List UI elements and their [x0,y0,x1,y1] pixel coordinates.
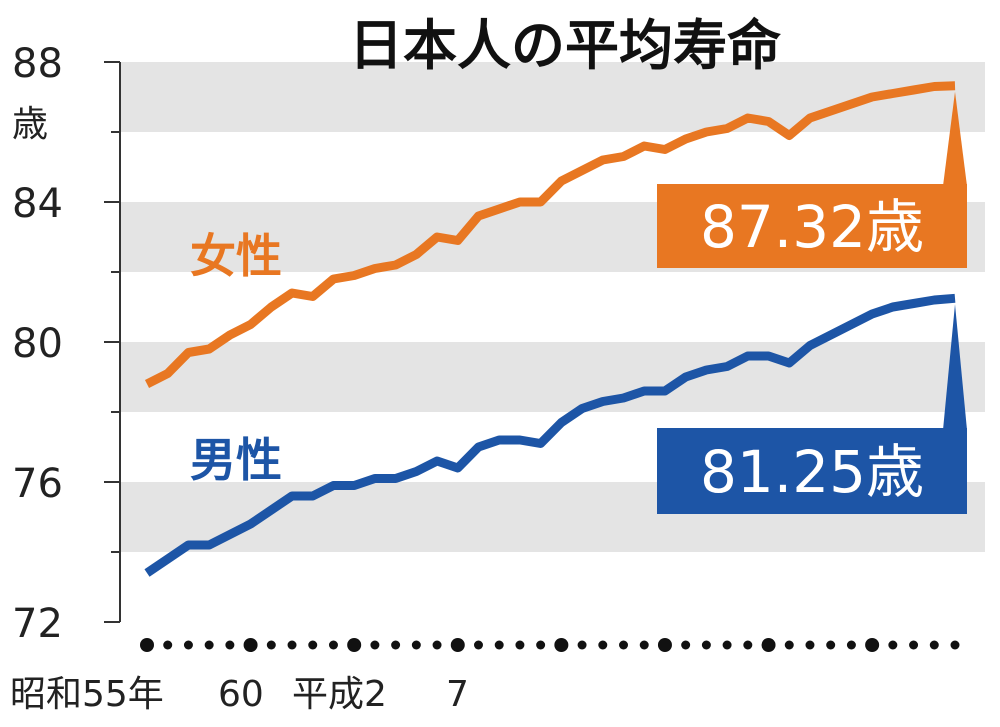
x-tick-dot [515,640,525,650]
callout-box [657,428,967,514]
x-tick-dot [391,640,401,650]
x-tick-dot [432,640,442,650]
x-tick-dot [266,640,276,650]
x-tick-dot [370,640,380,650]
series-label: 男性 [190,433,282,487]
x-tick-dot [163,640,173,650]
x-tick-dot [554,638,569,652]
unit-label: 歳 [12,104,48,145]
grid-band [120,342,985,412]
y-tick-label: 84 [12,181,63,227]
x-tick-label: 昭和55年 [10,674,164,715]
x-tick-dot [204,640,214,650]
callout-pointer [943,304,967,430]
y-axis: 72 76 80 84 88 [12,41,121,647]
x-tick-dot [450,638,465,652]
x-tick-dot [743,640,753,650]
x-tick-dot [619,640,629,650]
callout-pointer [943,91,967,186]
series-line-0 [144,81,956,389]
x-axis-dots [140,638,960,652]
x-tick-dot [577,640,587,650]
x-tick-dot [888,640,898,650]
x-tick-label: 平成2 [292,674,387,715]
y-tick-label: 80 [12,321,63,367]
x-tick-dot [681,640,691,650]
x-tick-dot [865,638,880,652]
x-axis-labels: 昭和55年 60 平成2 7 [10,674,469,715]
grid-band [120,62,985,132]
x-tick-dot [140,638,154,652]
x-tick-label: 7 [446,674,469,715]
x-tick-dot [657,638,672,652]
series-label: 女性 [190,229,282,283]
y-tick-label: 76 [12,461,63,507]
callout-value: 87.32歳 [700,193,924,261]
chart-title: 日本人の平均寿命 [349,14,781,77]
callout-value: 81.25歳 [700,438,924,506]
x-tick-dot [473,640,483,650]
x-tick-dot [929,640,939,650]
x-tick-dot [909,640,919,650]
x-tick-dot [347,638,362,652]
x-tick-dot [225,640,235,650]
series-line-1 [144,293,956,577]
y-tick-label: 72 [12,601,63,647]
x-tick-dot [287,640,297,650]
x-tick-dot [639,640,649,650]
value-callouts: 87.32歳 81.25歳 [657,91,967,514]
x-tick-dot [183,640,193,650]
x-tick-dot [536,640,546,650]
series-lines [144,81,956,577]
x-tick-dot [411,640,421,650]
x-tick-dot [846,640,856,650]
y-tick-label: 88 [12,41,63,87]
x-tick-dot [761,638,776,652]
x-tick-dot [243,638,258,652]
x-tick-dot [805,640,815,650]
x-tick-label: 60 [218,674,264,715]
x-tick-dot [950,640,960,650]
x-tick-dot [701,640,711,650]
callout-box [657,184,967,268]
x-tick-dot [598,640,608,650]
x-tick-dot [328,640,338,650]
x-tick-dot [494,640,504,650]
x-tick-dot [308,640,318,650]
x-tick-dot [784,640,794,650]
x-tick-dot [826,640,836,650]
x-tick-dot [722,640,732,650]
